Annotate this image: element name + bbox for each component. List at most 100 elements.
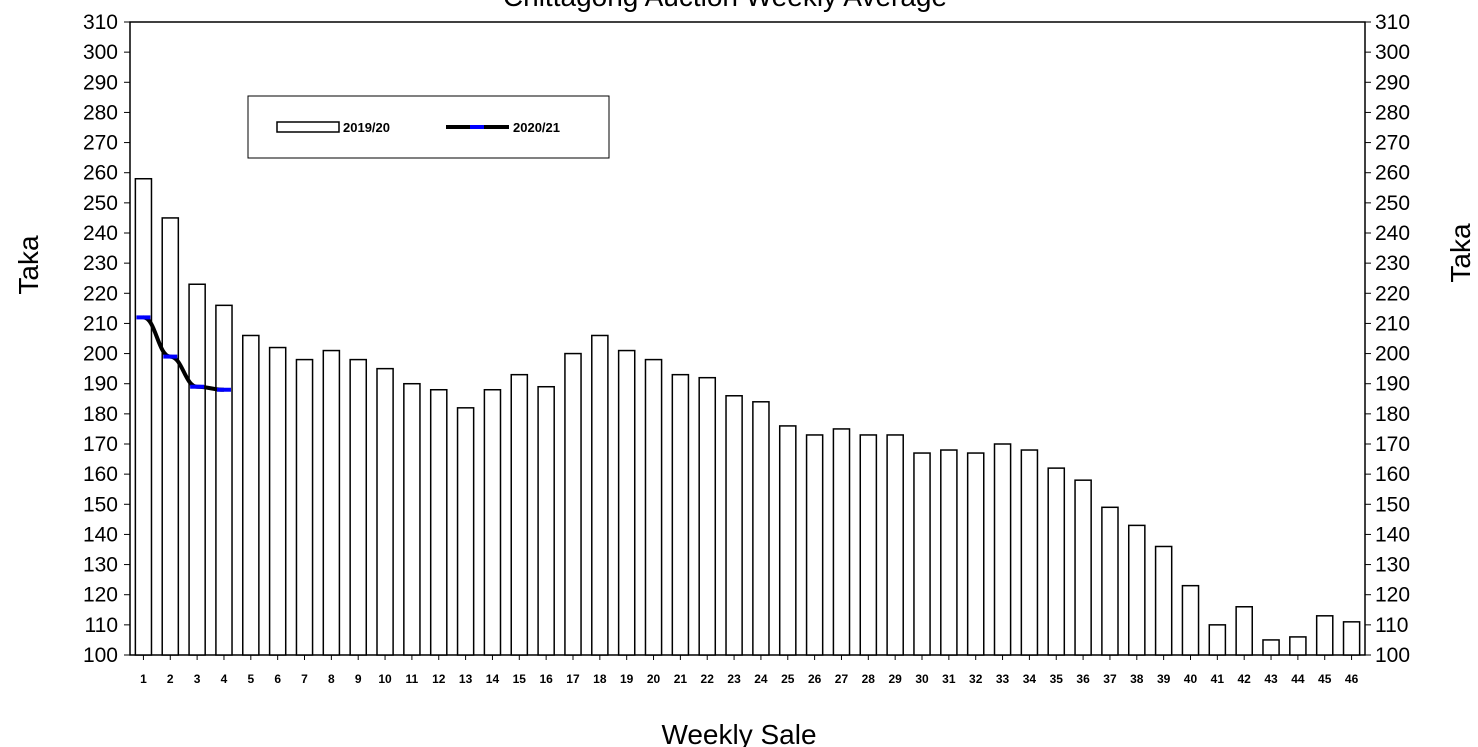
bar-2019-20 — [993, 443, 1012, 656]
y-tick-label-left: 220 — [83, 282, 118, 305]
y-tick-label-left: 300 — [83, 41, 118, 64]
x-tick-label: 42 — [1238, 672, 1252, 686]
bar-2019-20 — [778, 425, 797, 656]
y-tick-label-left: 120 — [83, 584, 118, 607]
y-tick-label-left: 180 — [83, 403, 118, 426]
y-tick-label-left: 210 — [83, 312, 118, 335]
y-tick-label-right: 190 — [1375, 373, 1410, 396]
y-tick-label-right: 300 — [1375, 41, 1410, 64]
y-tick-label-right: 310 — [1375, 11, 1410, 34]
x-tick-label: 25 — [781, 672, 795, 686]
bar-2019-20 — [215, 304, 233, 656]
bar-2019-20 — [1262, 639, 1280, 656]
x-tick-label: 19 — [620, 672, 634, 686]
y-tick-label-right: 100 — [1375, 644, 1410, 667]
x-tick-label: 32 — [969, 672, 983, 686]
x-tick-label: 23 — [727, 672, 741, 686]
x-tick-label: 45 — [1318, 672, 1332, 686]
y-tick-label-right: 160 — [1375, 463, 1410, 486]
bar-2019-20 — [671, 373, 690, 656]
y-tick-label-right: 150 — [1375, 493, 1410, 516]
legend-label-2019-20: 2019/20 — [343, 120, 390, 135]
bar-2019-20 — [591, 334, 609, 656]
y-tick-label-left: 110 — [85, 614, 118, 637]
y-axis-title-right: Taka — [1445, 223, 1476, 283]
chart-title: Chittagong Auction Weekly Average — [503, 0, 947, 12]
bar-2019-20 — [940, 449, 958, 656]
x-tick-label: 40 — [1184, 672, 1198, 686]
x-tick-label: 4 — [221, 672, 228, 686]
bar-2019-20 — [1127, 524, 1146, 656]
bar-2019-20 — [510, 373, 529, 656]
bar-2019-20 — [886, 434, 904, 656]
x-tick-label: 37 — [1103, 672, 1117, 686]
bar-2019-20 — [268, 346, 287, 656]
x-tick-label: 10 — [378, 672, 392, 686]
x-tick-label: 16 — [539, 672, 553, 686]
y-tick-label-right: 220 — [1375, 282, 1410, 305]
y-tick-label-right: 130 — [1375, 554, 1410, 577]
bar-2019-20 — [644, 358, 663, 656]
x-tick-label: 8 — [328, 672, 335, 686]
x-tick-label: 13 — [459, 672, 473, 686]
y-tick-label-left: 290 — [83, 71, 118, 94]
bar-2019-20 — [832, 428, 851, 656]
x-tick-label: 31 — [942, 672, 956, 686]
x-tick-label: 27 — [835, 672, 849, 686]
bar-2019-20 — [483, 388, 502, 656]
y-tick-label-right: 270 — [1375, 132, 1410, 155]
bar-2019-20 — [134, 177, 153, 656]
x-tick-label: 12 — [432, 672, 446, 686]
x-tick-label: 15 — [513, 672, 527, 686]
y-tick-label-left: 100 — [83, 644, 118, 667]
x-tick-label: 44 — [1291, 672, 1305, 686]
y-tick-label-left: 250 — [83, 192, 118, 215]
bar-2019-20 — [859, 434, 878, 656]
y-tick-label-left: 130 — [83, 554, 118, 577]
bar-2019-20 — [1047, 467, 1066, 656]
bar-2019-20 — [349, 358, 368, 656]
x-tick-label: 6 — [274, 672, 281, 686]
bar-2019-20 — [188, 283, 206, 656]
bar-2019-20 — [1235, 606, 1253, 656]
x-tick-label: 41 — [1211, 672, 1225, 686]
x-tick-label: 20 — [647, 672, 661, 686]
bar-2019-20 — [322, 349, 341, 656]
y-tick-label-left: 280 — [83, 101, 118, 124]
y-tick-label-right: 110 — [1375, 614, 1408, 637]
x-axis: 1 2 3 4 5 6 7 8 9 10 11 12 13 14 15 16 17 18 19 20 21 22 23 24 2… — [140, 655, 1359, 686]
y-tick-label-right: 210 — [1375, 312, 1410, 335]
bar-2019-20 — [913, 452, 931, 656]
y-axis-left: 100 110 120 130 140 150 160 170 180 190 200 210 220 2… — [83, 11, 130, 667]
bar-2019-20 — [752, 401, 770, 656]
bar-2019-20 — [1342, 621, 1361, 656]
y-tick-label-left: 170 — [83, 433, 118, 456]
y-tick-label-left: 160 — [83, 463, 118, 486]
y-tick-label-left: 270 — [83, 132, 118, 155]
y-tick-label-right: 240 — [1375, 222, 1410, 245]
x-tick-label: 14 — [486, 672, 500, 686]
y-tick-label-right: 260 — [1375, 162, 1410, 185]
y-tick-label-left: 150 — [83, 493, 118, 516]
x-tick-label: 39 — [1157, 672, 1171, 686]
y-tick-label-right: 290 — [1375, 71, 1410, 94]
bar-2019-20 — [1020, 449, 1039, 656]
y-tick-label-right: 170 — [1375, 433, 1410, 456]
x-tick-label: 11 — [406, 672, 419, 686]
x-tick-label: 26 — [808, 672, 822, 686]
x-tick-label: 5 — [247, 672, 254, 686]
y-tick-label-left: 190 — [83, 373, 118, 396]
x-tick-label: 17 — [566, 672, 580, 686]
y-axis-title-left: Taka — [13, 235, 44, 295]
y-tick-label-right: 200 — [1375, 343, 1410, 366]
y-tick-label-right: 230 — [1375, 252, 1410, 275]
bar-2019-20 — [456, 407, 475, 656]
y-tick-label-right: 250 — [1375, 192, 1410, 215]
bar-2019-20 — [805, 434, 824, 656]
bar-2019-20 — [161, 217, 180, 656]
y-axis-right: 100 110 120 130 140 150 160 170 180 190 200 210 220 2… — [1365, 11, 1410, 667]
bar-2019-20 — [403, 382, 421, 656]
bar-2019-20 — [966, 452, 985, 656]
x-tick-label: 28 — [862, 672, 876, 686]
